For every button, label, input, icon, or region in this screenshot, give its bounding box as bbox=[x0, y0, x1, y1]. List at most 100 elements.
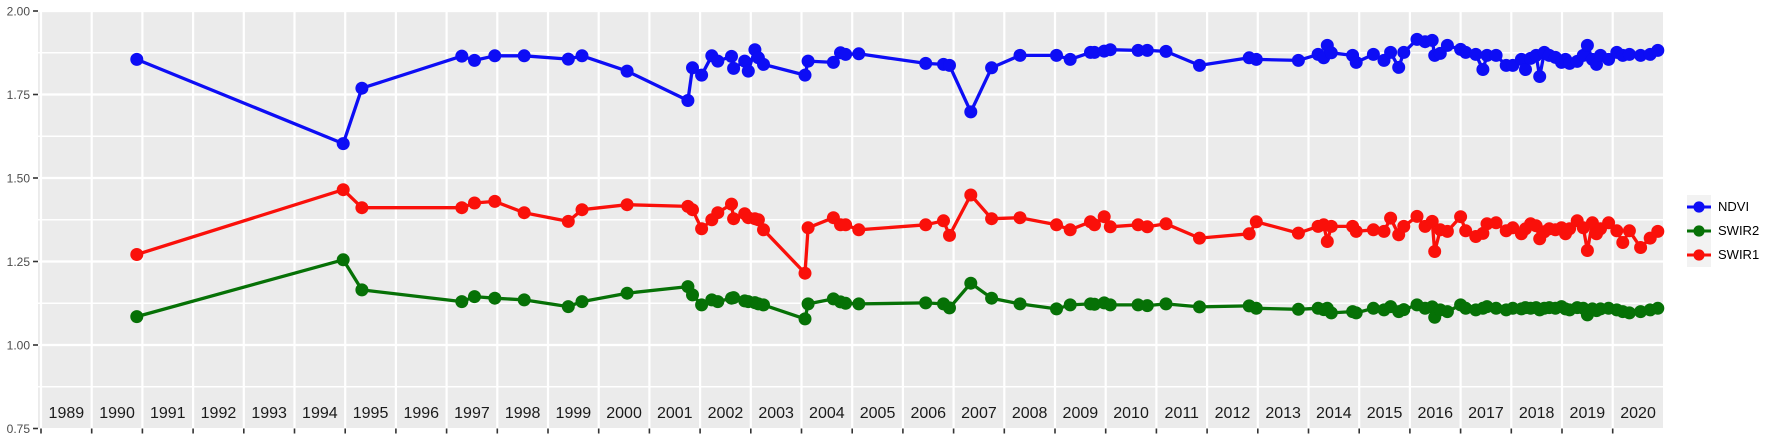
data-point-swir2 bbox=[919, 296, 933, 310]
legend-label-ndvi: NDVI bbox=[1718, 199, 1750, 214]
data-point-swir2 bbox=[801, 297, 815, 311]
data-point-swir1 bbox=[1324, 219, 1338, 233]
data-point-swir2 bbox=[1050, 302, 1063, 316]
data-point-ndvi bbox=[1140, 43, 1154, 57]
data-point-swir1 bbox=[1602, 216, 1616, 230]
x-year-label: 2017 bbox=[1468, 405, 1504, 422]
data-point-ndvi bbox=[1063, 52, 1077, 66]
data-point-swir2 bbox=[1440, 305, 1454, 319]
data-point-swir1 bbox=[727, 212, 741, 226]
data-point-swir1 bbox=[455, 201, 469, 215]
data-point-ndvi bbox=[725, 49, 738, 63]
data-point-ndvi bbox=[336, 137, 350, 151]
data-point-swir1 bbox=[1622, 224, 1636, 238]
data-point-swir2 bbox=[1088, 297, 1101, 311]
data-point-ndvi bbox=[695, 68, 709, 82]
data-point-ndvi bbox=[1249, 52, 1263, 66]
data-point-swir1 bbox=[1634, 241, 1648, 254]
data-point-ndvi bbox=[964, 105, 978, 119]
data-point-ndvi bbox=[1103, 43, 1117, 57]
data-point-ndvi bbox=[839, 47, 853, 61]
data-point-swir2 bbox=[757, 298, 770, 312]
x-year-label: 2016 bbox=[1417, 405, 1453, 422]
x-year-label: 1999 bbox=[556, 405, 592, 422]
x-year-label: 1991 bbox=[150, 405, 186, 422]
data-point-swir2 bbox=[455, 295, 469, 309]
data-point-swir1 bbox=[1193, 231, 1206, 245]
data-point-swir1 bbox=[798, 266, 812, 280]
data-point-swir2 bbox=[943, 301, 956, 315]
data-point-swir2 bbox=[1349, 306, 1363, 320]
data-point-swir1 bbox=[1410, 209, 1424, 223]
y-tick-label: 1.50 bbox=[7, 172, 31, 186]
data-point-ndvi bbox=[686, 61, 699, 75]
x-year-label: 2002 bbox=[708, 405, 744, 422]
data-point-swir1 bbox=[1397, 219, 1411, 233]
data-point-swir1 bbox=[575, 203, 589, 217]
data-point-swir2 bbox=[1291, 302, 1305, 316]
data-point-swir2 bbox=[839, 296, 853, 310]
x-year-label: 2015 bbox=[1367, 405, 1403, 422]
data-point-ndvi bbox=[561, 52, 575, 66]
data-point-swir2 bbox=[561, 300, 575, 314]
data-point-swir1 bbox=[1428, 245, 1442, 258]
data-point-swir2 bbox=[517, 293, 531, 307]
data-point-ndvi bbox=[1013, 48, 1027, 62]
data-point-swir2 bbox=[1193, 300, 1206, 314]
legend-entry-ndvi: NDVI bbox=[1687, 195, 1759, 219]
data-point-swir2 bbox=[336, 253, 350, 267]
data-point-ndvi bbox=[985, 61, 999, 75]
x-year-label: 2005 bbox=[860, 405, 896, 422]
data-point-swir2 bbox=[1622, 306, 1636, 320]
data-point-ndvi bbox=[620, 64, 634, 78]
data-point-ndvi bbox=[1634, 48, 1648, 62]
data-point-ndvi bbox=[1159, 44, 1173, 58]
data-point-swir1 bbox=[1140, 220, 1154, 234]
x-year-label: 2019 bbox=[1570, 405, 1606, 422]
x-year-label: 2010 bbox=[1113, 405, 1149, 422]
x-year-label: 2018 bbox=[1519, 405, 1555, 422]
y-tick-label: 1.00 bbox=[7, 339, 31, 353]
y-tick-label: 1.75 bbox=[7, 88, 31, 102]
data-point-swir2 bbox=[488, 291, 502, 305]
data-point-swir1 bbox=[1651, 224, 1665, 238]
data-point-swir2 bbox=[686, 288, 699, 302]
data-point-swir1 bbox=[1580, 244, 1594, 257]
y-tick-label: 2.00 bbox=[7, 5, 31, 19]
data-point-ndvi bbox=[355, 81, 369, 95]
data-point-swir1 bbox=[964, 188, 978, 202]
data-point-swir1 bbox=[1459, 224, 1473, 238]
data-point-swir1 bbox=[711, 206, 725, 220]
data-point-swir1 bbox=[355, 201, 369, 215]
data-point-ndvi bbox=[1480, 48, 1494, 62]
x-year-label: 2008 bbox=[1012, 405, 1048, 422]
legend-entry-swir2: SWIR2 bbox=[1687, 219, 1759, 243]
data-point-swir2 bbox=[1366, 301, 1380, 315]
data-point-ndvi bbox=[1651, 43, 1665, 57]
x-year-label: 1994 bbox=[302, 405, 338, 422]
data-point-swir1 bbox=[336, 183, 350, 197]
data-point-swir1 bbox=[1249, 215, 1263, 229]
x-year-label: 2020 bbox=[1620, 405, 1656, 422]
data-point-ndvi bbox=[488, 49, 502, 63]
data-point-swir1 bbox=[695, 222, 709, 236]
data-point-ndvi bbox=[468, 53, 481, 67]
data-point-ndvi bbox=[1622, 47, 1636, 61]
data-point-ndvi bbox=[575, 49, 589, 63]
data-point-ndvi bbox=[1193, 58, 1206, 72]
data-point-swir2 bbox=[727, 291, 741, 305]
data-point-ndvi bbox=[1397, 45, 1411, 59]
swir1-line-point-icon bbox=[1687, 243, 1711, 267]
data-point-ndvi bbox=[1459, 45, 1473, 59]
data-point-swir1 bbox=[1103, 220, 1117, 234]
data-point-swir2 bbox=[1397, 303, 1411, 317]
x-year-label: 2014 bbox=[1316, 405, 1352, 422]
data-point-swir2 bbox=[355, 283, 369, 297]
data-point-ndvi bbox=[1291, 53, 1305, 67]
data-point-ndvi bbox=[130, 52, 144, 66]
data-point-ndvi bbox=[1469, 47, 1483, 61]
data-point-swir2 bbox=[711, 295, 725, 309]
x-year-label: 2001 bbox=[657, 405, 693, 422]
data-point-ndvi bbox=[1533, 70, 1547, 83]
data-point-swir2 bbox=[1159, 297, 1173, 311]
